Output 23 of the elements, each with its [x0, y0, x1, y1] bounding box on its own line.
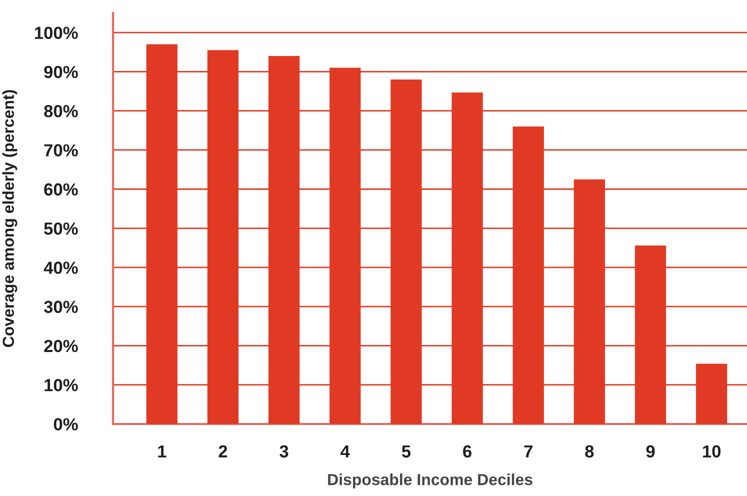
y-tick-label: 70% [44, 144, 78, 156]
y-tick-label: 10% [44, 379, 78, 392]
x-tick-label: 10 [703, 445, 721, 458]
x-tick-label: 9 [646, 445, 655, 458]
y-tick-label: 60% [44, 183, 78, 196]
x-tick-label: 4 [340, 445, 350, 458]
y-tick-label: 40% [44, 262, 78, 274]
x-tick-label: 6 [463, 445, 472, 458]
y-tick-label: 0% [54, 418, 78, 430]
y-axis-title: Coverage among elderly (percent) [2, 90, 18, 347]
x-tick-label: 5 [402, 445, 411, 458]
x-tick-label: 1 [158, 445, 166, 458]
x-tick-label: 7 [524, 445, 532, 458]
x-axis-title: Disposable Income Deciles [328, 474, 532, 488]
x-tick-label: 8 [585, 445, 594, 458]
y-tick-label: 30% [44, 300, 78, 314]
y-tick-label: 20% [44, 340, 78, 352]
y-tick-label: 100% [34, 26, 78, 40]
y-tick-label: 80% [44, 105, 78, 118]
x-tick-label: 3 [280, 445, 288, 458]
y-tick-label: 50% [44, 222, 78, 235]
y-tick-label: 90% [44, 66, 78, 78]
x-tick-label: 2 [218, 445, 228, 458]
